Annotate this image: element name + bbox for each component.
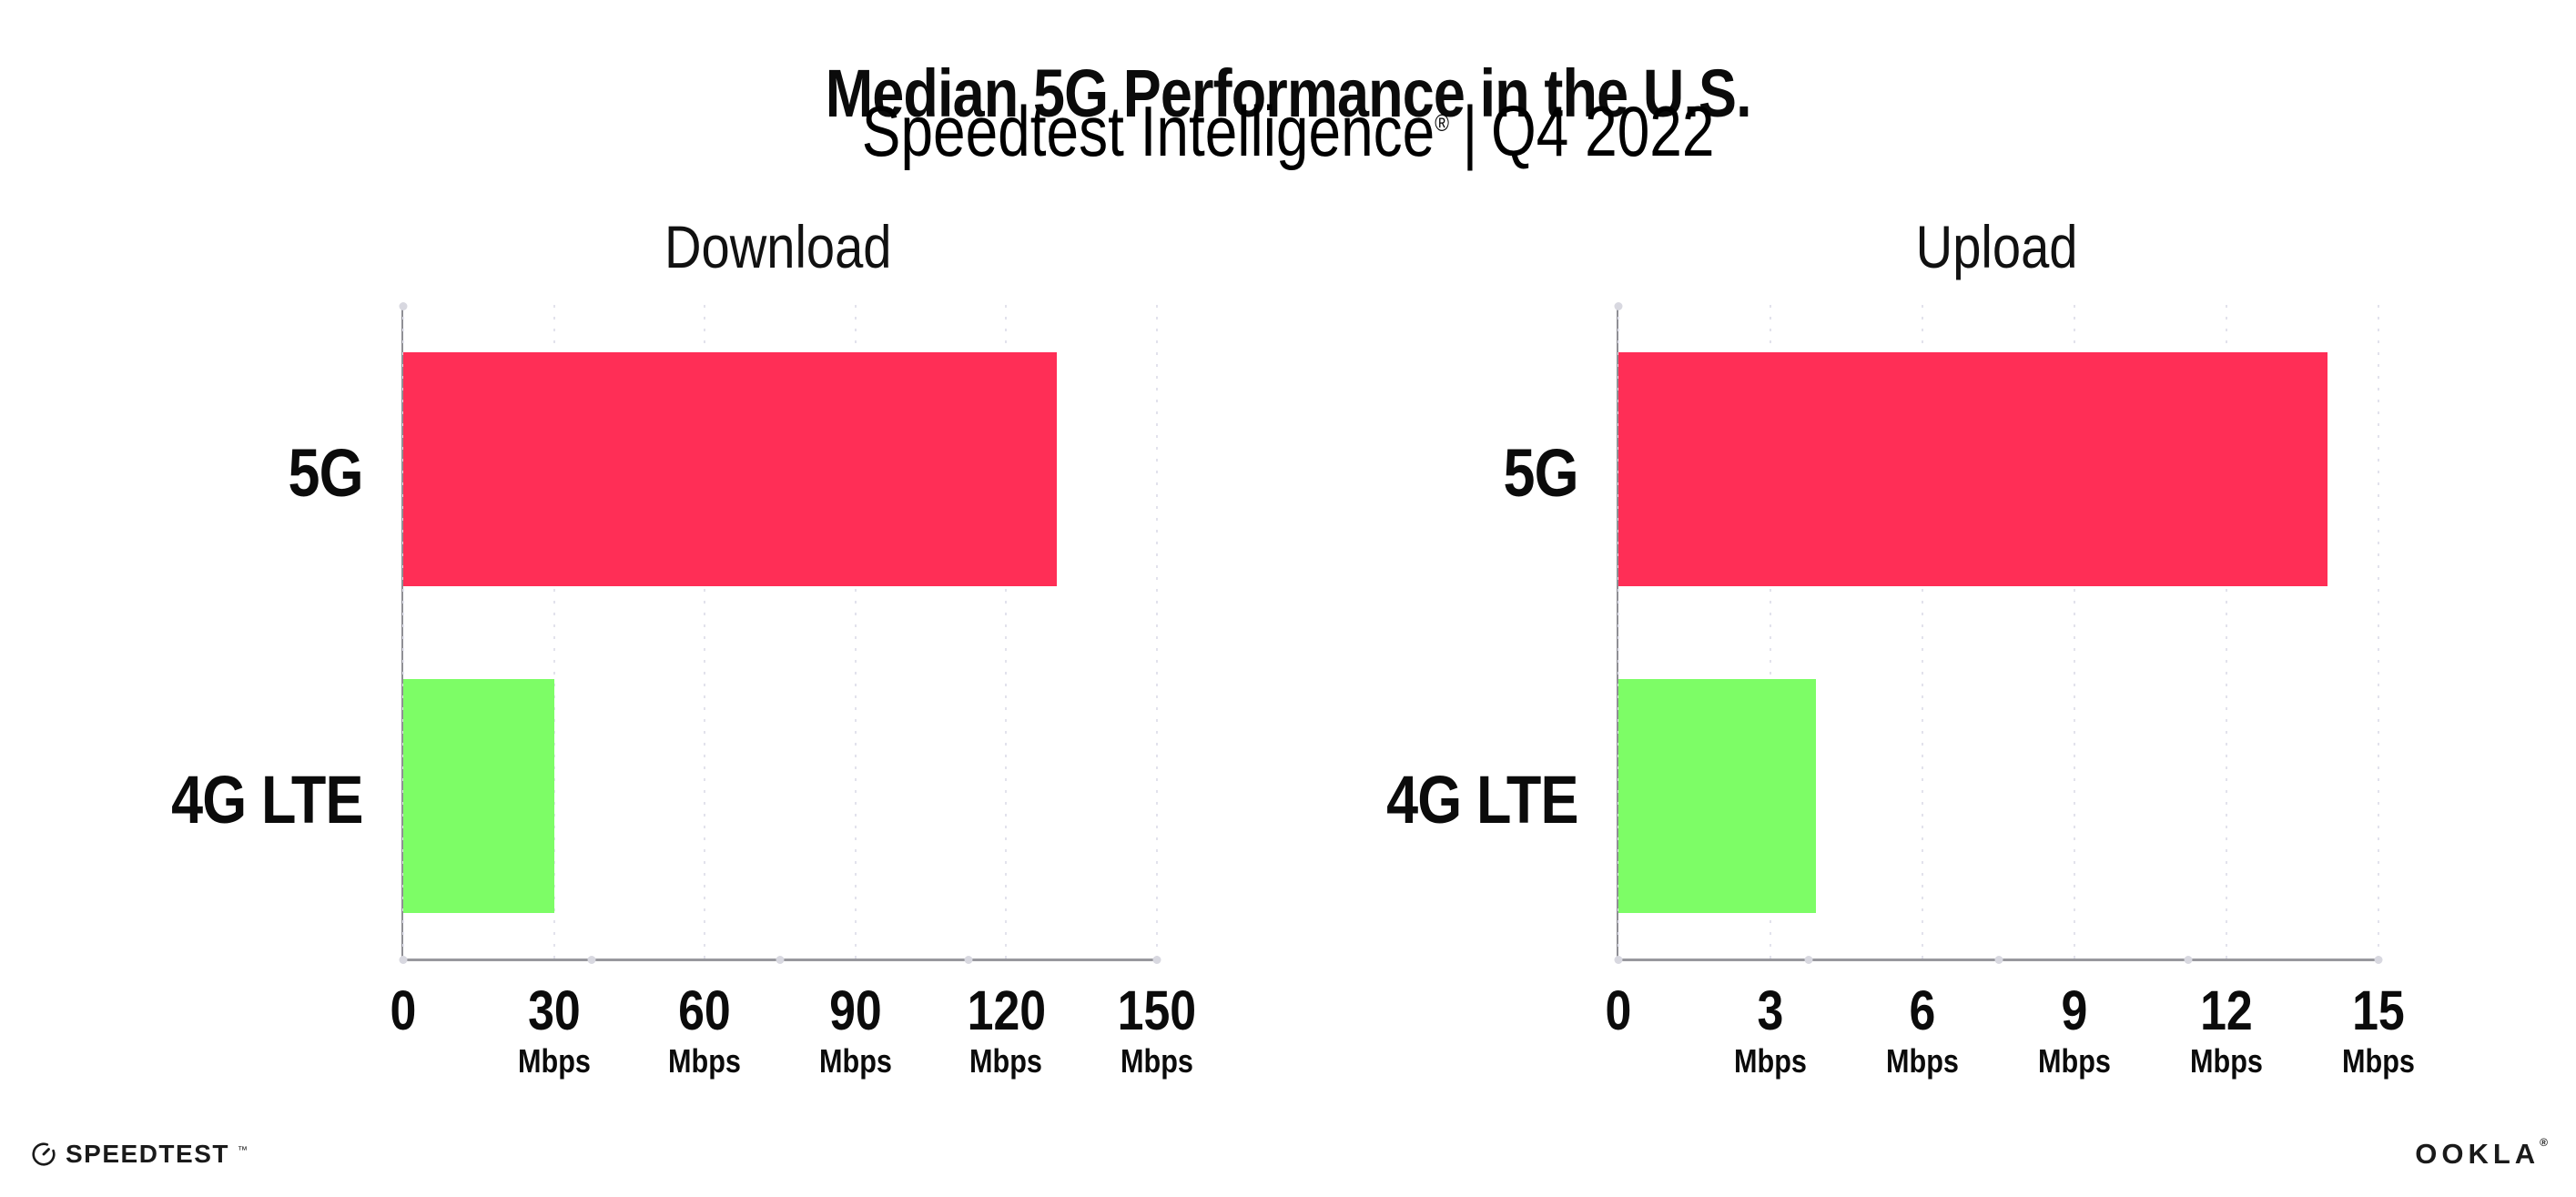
x-tick-90: 90 Mbps [818, 979, 892, 1080]
axis-tick-dot [1994, 956, 2003, 964]
gridline [1156, 305, 1158, 959]
page-subtitle: Speedtest Intelligence® | Q4 2022 [0, 94, 2576, 169]
gridline [2378, 305, 2379, 959]
x-tick-9: 9 Mbps [2038, 979, 2111, 1080]
category-label-5g: 5G [1503, 435, 1579, 511]
axis-tick-dot [587, 956, 596, 964]
x-tick-150: 150 Mbps [1117, 979, 1197, 1080]
category-label-5g: 5G [288, 435, 364, 511]
subtitle-brand: Speedtest Intelligence [861, 91, 1435, 171]
registered-mark: ® [2540, 1136, 2548, 1149]
gridline [402, 305, 404, 959]
x-tick-60: 60 Mbps [668, 979, 742, 1080]
download-chart-title: Download [664, 213, 892, 280]
gridline [2226, 305, 2227, 959]
x-tick-0: 0 [390, 979, 417, 1041]
axis-tick-dot [1614, 956, 1623, 964]
axis-tick-dot [2374, 956, 2383, 964]
speedtest-wordmark: SPEEDTEST [66, 1140, 229, 1168]
gridline [1005, 305, 1008, 959]
axis-tick-dot [2184, 956, 2193, 964]
upload-plot-area: 0 3 Mbps 6 Mbps 9 Mbps 12 Mbps 15 Mbps [1606, 302, 2415, 1078]
axis-tick-dot [399, 302, 408, 310]
axis-tick-dot [1804, 956, 1813, 964]
gridline [2074, 305, 2075, 959]
x-tick-15: 15 Mbps [2342, 979, 2415, 1080]
page-title: Median 5G Performance in the U.S. [0, 55, 2576, 131]
bar-5g-upload [1618, 352, 2328, 586]
axis-tick-dot [776, 956, 785, 964]
x-tick-0: 0 [1605, 979, 1632, 1041]
category-label-4g-lte: 4G LTE [1386, 762, 1579, 837]
axis-tick-dot [1152, 956, 1161, 964]
gridline [1770, 305, 1771, 959]
upload-chart-title: Upload [1915, 213, 2078, 280]
category-label-4g-lte: 4G LTE [171, 762, 364, 837]
registered-mark: ® [1435, 109, 1449, 137]
x-tick-6: 6 Mbps [1886, 979, 1959, 1080]
download-plot-area: 0 30 Mbps 60 Mbps 90 Mbps 120 Mbps 150 M… [390, 302, 1196, 1078]
gridline [1618, 305, 1619, 959]
gridline [1922, 305, 1923, 959]
subtitle-period: Q4 2022 [1490, 91, 1715, 171]
axis-tick-dot [399, 956, 408, 964]
x-tick-12: 12 Mbps [2190, 979, 2263, 1080]
x-tick-120: 120 Mbps [967, 979, 1046, 1080]
gridline [854, 305, 857, 959]
x-tick-3: 3 Mbps [1734, 979, 1807, 1080]
bar-4g-lte-upload [1618, 679, 1817, 913]
trademark-mark: ™ [237, 1144, 248, 1156]
gridline [553, 305, 555, 959]
subtitle-separator: | [1462, 91, 1478, 171]
bar-4g-lte-download [403, 679, 554, 913]
gridline [704, 305, 706, 959]
speedtest-gauge-icon [30, 1141, 57, 1168]
axis-tick-dot [1614, 302, 1623, 310]
page-title-text: Median 5G Performance in the U.S. [825, 55, 1751, 131]
x-tick-30: 30 Mbps [517, 979, 591, 1080]
speedtest-logo: SPEEDTEST ™ [30, 1141, 248, 1168]
ookla-wordmark: OOKLA [2415, 1138, 2541, 1170]
axis-tick-dot [964, 956, 973, 964]
ookla-logo: OOKLA® [2415, 1137, 2548, 1170]
bar-5g-download [403, 352, 1057, 586]
